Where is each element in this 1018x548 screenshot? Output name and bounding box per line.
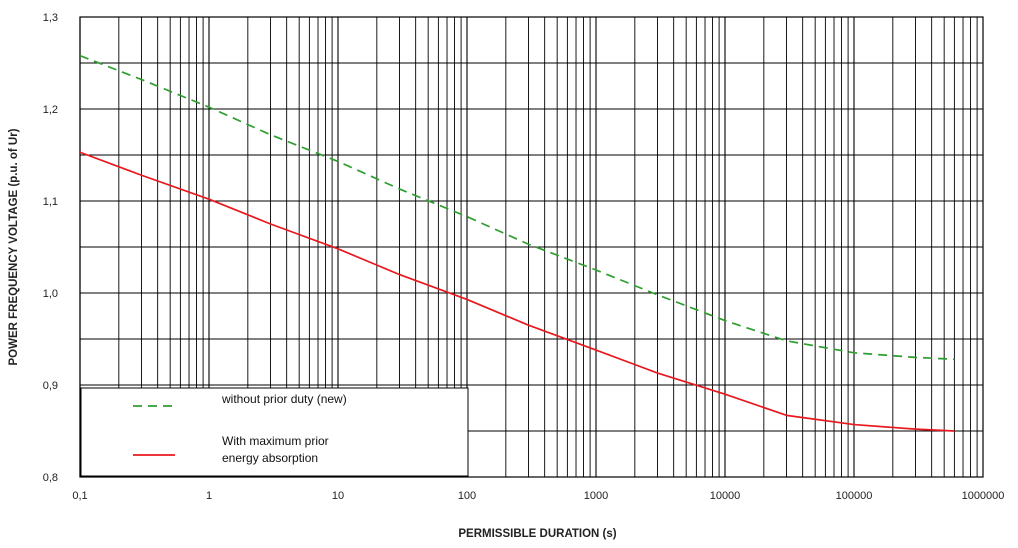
x-tick-label: 1000 (584, 490, 608, 502)
legend-label-2: energy absorption (222, 451, 318, 465)
x-tick-labels: 0,1 1 10 100 1000 10000 100000 1000000 (72, 490, 1004, 502)
y-tick-label: 1,1 (43, 196, 58, 208)
series-line-1 (79, 54, 955, 361)
y-tick-label: 1,0 (43, 288, 58, 300)
plot-frame (79, 16, 984, 478)
y-tick-label: 0,8 (43, 472, 58, 484)
legend-box (80, 387, 469, 477)
x-tick-label: 1000000 (962, 490, 1005, 502)
y-tick-label: 0,9 (43, 380, 58, 392)
legend-label-1: without prior duty (new) (221, 392, 347, 406)
series-layer (79, 54, 955, 432)
legend: without prior duty (new) With maximum pri… (80, 387, 469, 477)
x-tick-label: 100000 (836, 490, 873, 502)
y-axis-title: POWER FREQUENCY VOLTAGE (p.u. of Ur) (8, 128, 20, 365)
series-line-2 (79, 151, 955, 432)
x-tick-label: 100 (458, 490, 476, 502)
x-axis-title: PERMISSIBLE DURATION (s) (458, 528, 616, 540)
legend-label-2: With maximum prior (222, 434, 329, 448)
x-tick-label: 0,1 (72, 490, 87, 502)
x-tick-label: 10000 (710, 490, 741, 502)
y-tick-label: 1,3 (43, 12, 58, 24)
x-tick-label: 10 (332, 490, 344, 502)
x-tick-label: 1 (206, 490, 212, 502)
y-tick-label: 1,2 (43, 104, 58, 116)
y-tick-labels: 0,8 0,9 1,0 1,1 1,2 1,3 (43, 12, 58, 484)
